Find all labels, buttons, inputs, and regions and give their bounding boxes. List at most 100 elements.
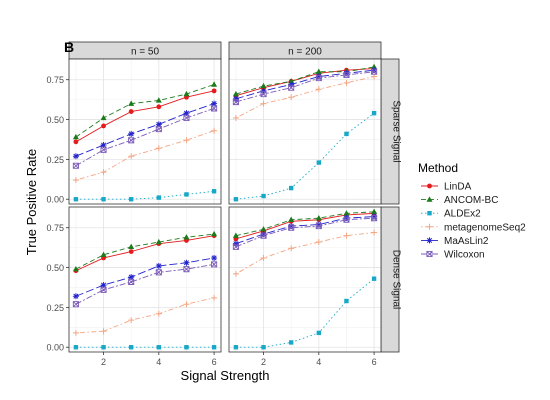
data-point — [128, 197, 134, 202]
y-tick-label: 0.25 — [46, 303, 64, 313]
data-point — [260, 100, 267, 107]
data-point — [183, 266, 190, 273]
series-line-metagenomeseq2 — [75, 130, 215, 181]
data-point — [232, 243, 239, 250]
data-point — [232, 98, 239, 106]
panel-border — [228, 58, 382, 205]
legend-label: ALDEx2 — [444, 209, 481, 220]
series-line-linda — [235, 212, 375, 240]
data-point — [288, 84, 295, 91]
facet-panel: 0.00 0.25 0.50 0.75 — [46, 58, 222, 205]
data-point — [343, 232, 350, 239]
data-point — [288, 81, 295, 88]
data-point — [211, 105, 218, 112]
legend-marker — [427, 211, 432, 216]
data-point — [232, 240, 239, 247]
data-point — [315, 86, 322, 93]
series-line-metagenomeseq2 — [235, 232, 375, 275]
x-tick-label: 6 — [372, 357, 377, 367]
data-point — [232, 95, 239, 102]
data-point — [100, 282, 107, 289]
data-point — [316, 330, 322, 336]
data-point — [155, 269, 162, 276]
legend-marker — [426, 223, 433, 230]
series-line-maaslin2 — [235, 69, 375, 100]
data-point — [260, 82, 267, 89]
data-point — [155, 145, 162, 152]
data-point — [128, 137, 135, 144]
data-point — [343, 70, 350, 77]
data-point — [72, 177, 79, 184]
data-point — [72, 162, 79, 169]
data-point — [343, 79, 350, 86]
data-point — [261, 193, 266, 199]
data-point — [155, 238, 162, 245]
facet-panel: 0.00 0.25 0.50 0.75 2 4 6 — [46, 206, 222, 367]
data-point — [233, 345, 239, 350]
data-point — [315, 214, 322, 221]
data-point — [183, 137, 190, 144]
data-point — [183, 259, 190, 266]
data-point — [260, 226, 267, 232]
y-axis-label: True Positive Rate — [24, 149, 39, 255]
x-tick-label: 4 — [156, 357, 161, 367]
panel-background — [229, 207, 381, 352]
data-point — [232, 270, 239, 277]
data-point — [211, 81, 218, 87]
data-point — [100, 286, 107, 293]
series-line-wilcoxon — [75, 263, 215, 305]
data-point — [343, 210, 350, 216]
data-point — [260, 254, 267, 261]
data-point — [101, 123, 106, 129]
legend-title: Method — [418, 161, 458, 175]
data-point — [100, 142, 107, 149]
series-line-aldex2 — [75, 190, 215, 200]
series-line-wilcoxon — [75, 107, 215, 167]
data-point — [156, 195, 162, 200]
series-line-aldex2 — [235, 278, 375, 348]
legend-marker — [426, 250, 433, 258]
y-tick-label: 0.25 — [46, 155, 64, 165]
data-point — [315, 239, 322, 246]
x-axis-label: Signal Strength — [181, 368, 270, 383]
legend: Method LinDA ANCOM-BC ALDEx2 metagenomeSeq2… — [418, 161, 526, 261]
data-point — [288, 78, 295, 84]
data-point — [128, 153, 135, 160]
legend-item: Wilcoxon — [421, 250, 485, 261]
data-point — [72, 265, 79, 272]
data-point — [183, 110, 190, 117]
data-point — [128, 278, 135, 285]
y-tick-label: 0.75 — [46, 75, 64, 85]
series-line-metagenomeseq2 — [75, 297, 215, 334]
data-point — [72, 153, 79, 160]
data-point — [232, 90, 239, 97]
legend-marker — [426, 196, 433, 202]
plot-area: n = 50 n = 200 Sparse Signal Dense Signal 0.… — [46, 41, 402, 367]
data-point — [155, 97, 162, 103]
data-point — [288, 223, 295, 230]
legend-label: metagenomeSeq2 — [444, 222, 526, 233]
data-point — [371, 229, 378, 236]
data-point — [371, 276, 377, 281]
data-point — [315, 73, 322, 80]
legend-marker — [426, 237, 433, 244]
data-point — [101, 345, 106, 350]
data-point — [211, 230, 218, 237]
data-point — [232, 232, 239, 238]
data-point — [128, 249, 134, 255]
series-line-linda — [235, 68, 375, 97]
data-point — [371, 110, 377, 116]
series-line-ancom-bc — [75, 233, 215, 270]
data-point — [73, 345, 79, 350]
data-point — [211, 88, 217, 94]
facet-strip-column-label: n = 50 — [131, 47, 160, 58]
y-tick-label: 0.00 — [46, 343, 64, 353]
legend-label: ANCOM-BC — [444, 195, 498, 206]
data-point — [211, 100, 218, 107]
legend-label: LinDA — [444, 182, 472, 193]
data-point — [183, 234, 190, 240]
data-point — [155, 126, 162, 133]
data-point — [101, 197, 106, 202]
data-point — [72, 301, 79, 308]
legend-item: ANCOM-BC — [421, 195, 498, 206]
